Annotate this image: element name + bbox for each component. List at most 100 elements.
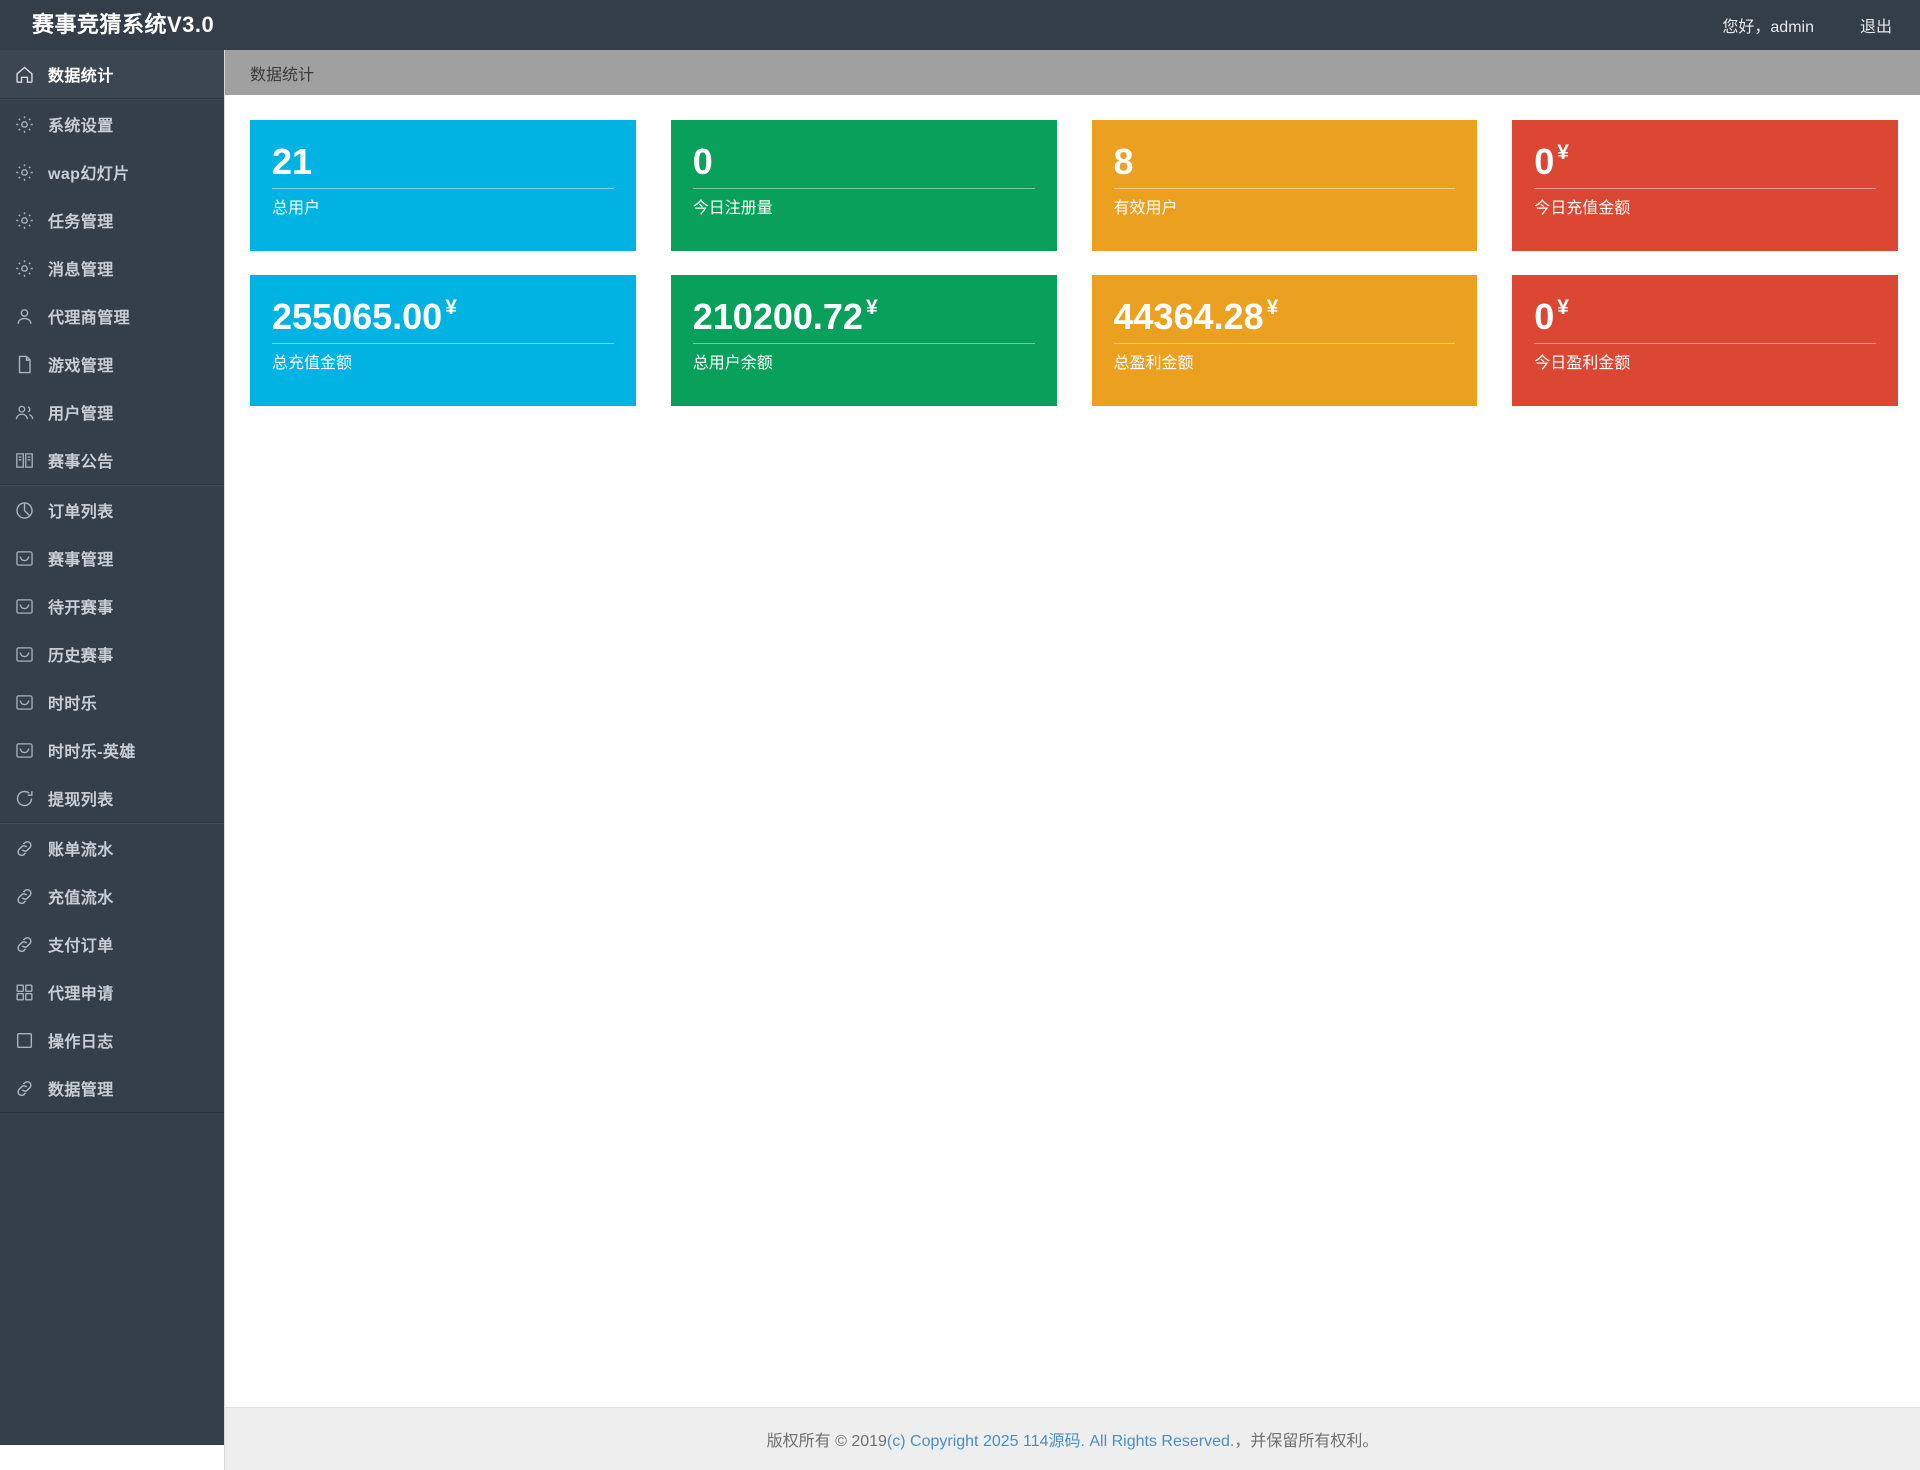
stat-card-currency: ¥ — [865, 296, 878, 319]
stat-card-今日注册量[interactable]: 0 今日注册量 — [670, 120, 1057, 251]
sidebar-item-用户管理[interactable]: 用户管理 — [0, 388, 224, 436]
stat-card-divider — [692, 343, 1035, 344]
stat-card-value: 8 — [1113, 141, 1134, 182]
sidebar-item-赛事管理[interactable]: 赛事管理 — [0, 534, 224, 582]
sidebar-item-label: 待开赛事 — [48, 600, 114, 617]
greeting-text: 您好，admin — [1722, 19, 1814, 36]
sidebar-item-label: 支付订单 — [48, 938, 114, 955]
sidebar-item-label: 用户管理 — [48, 406, 114, 423]
user-icon — [14, 304, 48, 328]
sidebar-item-label: 充值流水 — [48, 890, 114, 907]
stat-card-value: 255065.00 — [272, 296, 443, 337]
stat-card-label: 有效用户 — [1113, 200, 1178, 217]
sidebar-item-wap幻灯片[interactable]: wap幻灯片 — [0, 148, 224, 196]
sidebar-group: 系统设置 wap幻灯片 任务管理消息管理代理商管理游戏管理用户管理赛事公告 — [0, 99, 224, 485]
grid-icon — [14, 980, 48, 1004]
stat-card-value: 0 — [692, 141, 713, 182]
sidebar-item-系统设置[interactable]: 系统设置 — [0, 100, 224, 148]
stats-panel: 21 总用户 0 今日注册量 8 有效用户 0 ¥ 今日充值金额 255065.00 ¥ 总充值金额 2… — [225, 95, 1920, 406]
sidebar-item-label: 赛事公告 — [48, 454, 114, 471]
sidebar-item-订单列表[interactable]: 订单列表 — [0, 486, 224, 534]
stat-card-label: 总用户余额 — [692, 355, 773, 372]
content-area: 数据统计 21 总用户 0 今日注册量 8 有效用户 0 ¥ 今日充值金额 255065.00 ¥ 总… — [224, 50, 1920, 1470]
sidebar-item-代理商管理[interactable]: 代理商管理 — [0, 292, 224, 340]
link-icon — [14, 932, 48, 956]
footer-copyright-link[interactable]: (c) Copyright 2025 114源码. All Rights Res… — [886, 1433, 1235, 1450]
sidebar-item-数据管理[interactable]: 数据管理 — [0, 1064, 224, 1112]
sidebar-item-代理申请[interactable]: 代理申请 — [0, 968, 224, 1016]
sidebar-item-label: 代理申请 — [48, 986, 114, 1003]
link-icon — [14, 1076, 48, 1100]
stat-card-总用户余额[interactable]: 210200.72 ¥ 总用户余额 — [670, 275, 1057, 406]
sidebar-item-label: 数据统计 — [48, 68, 114, 85]
sidebar-item-label: 订单列表 — [48, 504, 114, 521]
stat-card-divider — [272, 188, 614, 189]
sidebar-item-label: wap幻灯片 — [48, 166, 130, 183]
sidebar-item-充值流水[interactable]: 充值流水 — [0, 872, 224, 920]
file-icon — [14, 352, 48, 376]
stat-card-今日盈利金额[interactable]: 0 ¥ 今日盈利金额 — [1512, 275, 1898, 406]
sidebar-item-label: 消息管理 — [48, 262, 114, 279]
link-icon — [14, 884, 48, 908]
book-icon — [14, 448, 48, 472]
sidebar-item-数据统计[interactable]: 数据统计 — [0, 50, 224, 98]
sidebar-item-消息管理[interactable]: 消息管理 — [0, 244, 224, 292]
stat-card-总用户[interactable]: 21 总用户 — [250, 120, 636, 251]
sidebar-item-操作日志[interactable]: 操作日志 — [0, 1016, 224, 1064]
stat-card-总盈利金额[interactable]: 44364.28 ¥ 总盈利金额 — [1091, 275, 1478, 406]
sidebar-item-历史赛事[interactable]: 历史赛事 — [0, 630, 224, 678]
sidebar-item-时时乐[interactable]: 时时乐 — [0, 678, 224, 726]
stat-card-value: 21 — [272, 141, 313, 182]
stat-card-value: 0 — [1534, 141, 1555, 182]
stat-card-value-wrap: 44364.28 ¥ — [1114, 295, 1456, 339]
stat-card-总充值金额[interactable]: 255065.00 ¥ 总充值金额 — [250, 275, 636, 406]
footer-prefix: 版权所有 © 2019 — [766, 1433, 887, 1450]
breadcrumb-current: 数据统计 — [250, 66, 315, 84]
stat-card-今日充值金额[interactable]: 0 ¥ 今日充值金额 — [1512, 120, 1898, 251]
inbox-icon — [14, 738, 48, 762]
stat-card-value: 0 — [1534, 296, 1555, 337]
top-bar-right: 您好，admin 退出 — [1722, 0, 1892, 50]
sidebar-group: 账单流水充值流水支付订单代理申请操作日志 数据管理 — [0, 823, 224, 1113]
stat-card-label: 总盈利金额 — [1113, 355, 1194, 372]
stat-card-value: 210200.72 — [692, 296, 863, 337]
stat-card-value-wrap: 0 ¥ — [1534, 140, 1876, 184]
users-icon — [14, 400, 48, 424]
pie-chart-icon — [14, 498, 48, 522]
gear-icon — [14, 160, 48, 184]
breadcrumb: 数据统计 — [225, 50, 1920, 95]
gear-icon — [14, 208, 48, 232]
stat-card-value-wrap: 255065.00 ¥ — [272, 295, 614, 339]
page-footer: 版权所有 © 2019 (c) Copyright 2025 114源码. Al… — [225, 1407, 1920, 1470]
stat-card-有效用户[interactable]: 8 有效用户 — [1091, 120, 1478, 251]
sidebar-item-label: 时时乐 — [48, 696, 98, 713]
sidebar-item-待开赛事[interactable]: 待开赛事 — [0, 582, 224, 630]
logout-link[interactable]: 退出 — [1859, 19, 1892, 36]
gear-icon — [14, 256, 48, 280]
stat-card-value-wrap: 21 — [272, 140, 614, 184]
stat-card-divider — [272, 343, 614, 344]
stat-card-label: 今日注册量 — [692, 200, 773, 217]
footer-suffix: ，并保留所有权利。 — [1234, 1433, 1379, 1450]
sidebar-item-时时乐-英雄[interactable]: 时时乐-英雄 — [0, 726, 224, 774]
sidebar-item-label: 代理商管理 — [48, 310, 131, 327]
app-brand-title: 赛事竞猜系统V3.0 — [32, 12, 215, 37]
sidebar-group: 订单列表赛事管理待开赛事历史赛事时时乐时时乐-英雄 提现列表 — [0, 485, 224, 823]
sidebar-item-label: 赛事管理 — [48, 552, 114, 569]
stat-card-row: 21 总用户 0 今日注册量 8 有效用户 0 ¥ 今日充值金额 — [250, 120, 1898, 251]
inbox-icon — [14, 546, 48, 570]
sidebar-item-赛事公告[interactable]: 赛事公告 — [0, 436, 224, 484]
stat-card-divider — [1534, 188, 1876, 189]
sidebar-item-label: 账单流水 — [48, 842, 114, 859]
sidebar-item-任务管理[interactable]: 任务管理 — [0, 196, 224, 244]
stat-card-divider — [692, 188, 1035, 189]
sidebar-item-提现列表[interactable]: 提现列表 — [0, 774, 224, 822]
sidebar-item-支付订单[interactable]: 支付订单 — [0, 920, 224, 968]
top-bar: 赛事竞猜系统V3.0 您好，admin 退出 — [0, 0, 1920, 50]
sidebar-item-账单流水[interactable]: 账单流水 — [0, 824, 224, 872]
stat-card-currency: ¥ — [1557, 141, 1569, 164]
sidebar-item-label: 任务管理 — [48, 214, 114, 231]
square-icon — [14, 1028, 48, 1052]
stat-card-currency: ¥ — [445, 296, 457, 319]
sidebar-item-游戏管理[interactable]: 游戏管理 — [0, 340, 224, 388]
